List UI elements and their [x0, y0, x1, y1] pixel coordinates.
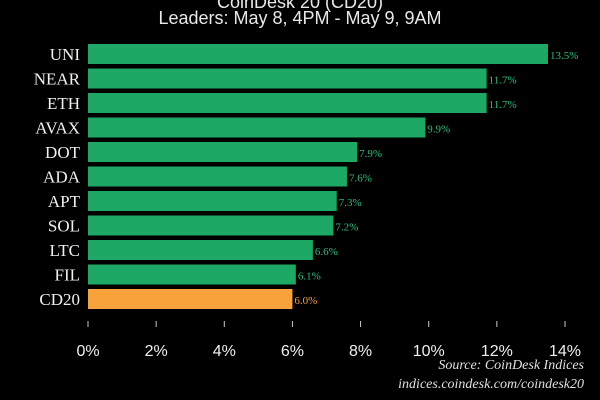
category-label-uni: UNI — [50, 45, 81, 64]
category-label-apt: APT — [48, 192, 81, 211]
bar-fil — [88, 264, 296, 285]
x-tick-label: 4% — [213, 343, 236, 360]
value-label-eth: 11.7% — [489, 99, 517, 111]
category-label-eth: ETH — [47, 94, 80, 113]
bar-apt — [88, 191, 337, 211]
chart-subtitle: Leaders: May 8, 4PM - May 9, 9AM — [158, 8, 442, 28]
value-label-sol: 7.2% — [335, 222, 358, 234]
value-label-fil: 6.1% — [298, 271, 321, 283]
value-label-ada: 7.6% — [349, 173, 372, 185]
x-tick-label: 12% — [481, 343, 513, 360]
category-label-sol: SOL — [48, 217, 80, 236]
bar-avax — [88, 117, 426, 138]
category-label-avax: AVAX — [35, 119, 80, 138]
bar-cd20 — [88, 289, 293, 309]
x-tick-label: 10% — [413, 343, 445, 360]
bar-near — [88, 68, 487, 89]
category-label-ada: ADA — [43, 168, 81, 187]
bar-dot — [88, 142, 358, 162]
x-tick-label: 0% — [76, 343, 99, 360]
bar-ada — [88, 166, 347, 187]
value-label-avax: 9.9% — [427, 124, 450, 136]
chart-title: CoinDesk 20 (CD20) — [216, 0, 384, 12]
value-label-near: 11.7% — [489, 75, 517, 87]
value-label-ltc: 6.6% — [315, 246, 338, 258]
x-tick-label: 8% — [349, 343, 372, 360]
category-label-dot: DOT — [45, 143, 81, 162]
category-label-cd20: CD20 — [39, 290, 80, 309]
x-tick-label: 14% — [549, 343, 581, 360]
bar-ltc — [88, 240, 313, 260]
source-url: indices.coindesk.com/coindesk20 — [398, 377, 584, 392]
source-note: Source: CoinDesk Indices — [438, 358, 584, 373]
value-label-uni: 13.5% — [550, 50, 578, 62]
bar-uni — [88, 44, 548, 64]
value-label-cd20: 6.0% — [294, 295, 317, 307]
category-label-near: NEAR — [34, 70, 81, 89]
x-tick-label: 6% — [281, 343, 304, 360]
value-label-dot: 7.9% — [359, 148, 382, 160]
bar-eth — [88, 93, 487, 113]
bar-sol — [88, 215, 334, 236]
category-label-ltc: LTC — [49, 241, 80, 260]
x-tick-label: 2% — [145, 343, 168, 360]
category-label-fil: FIL — [55, 266, 81, 285]
value-label-apt: 7.3% — [339, 197, 362, 209]
